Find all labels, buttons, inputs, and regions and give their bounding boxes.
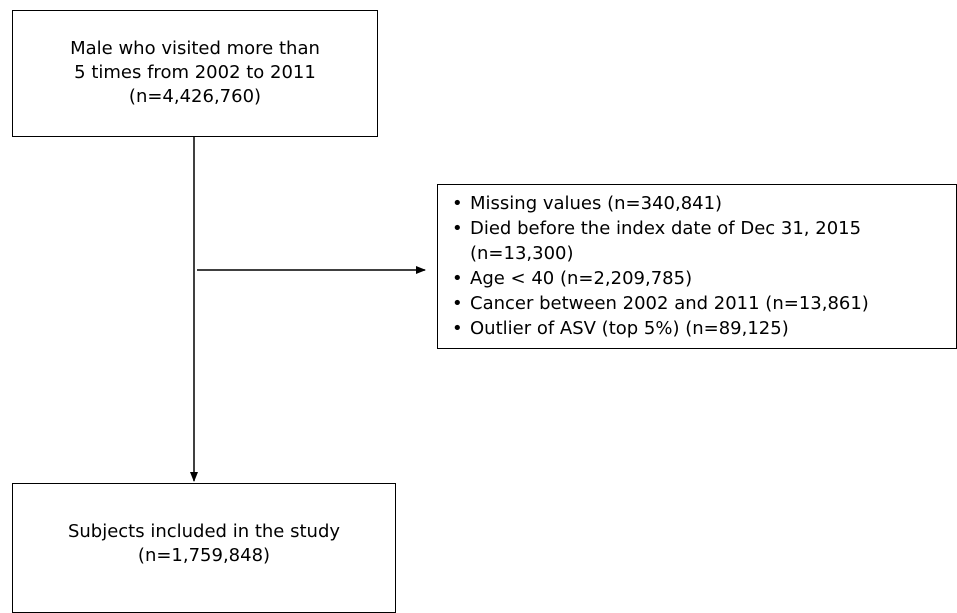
initial-population-line-2: 5 times from 2002 to 2011 <box>74 62 316 83</box>
exclusion-item-asv-outlier: • Outlier of ASV (top 5%) (n=89,125) <box>450 316 952 341</box>
bullet-icon: • <box>452 293 463 314</box>
exclusion-criteria-box: • Missing values (n=340,841) • Died befo… <box>437 184 957 349</box>
exclusion-item-text: Missing values (n=340,841) <box>470 193 723 214</box>
exclusion-item-missing-values: • Missing values (n=340,841) <box>450 191 952 216</box>
included-subjects-count: (n=1,759,848) <box>137 545 271 566</box>
exclusion-item-age: • Age < 40 (n=2,209,785) <box>450 266 952 291</box>
bullet-icon: • <box>452 193 463 214</box>
included-subjects-box: Subjects included in the study (n=1,759,… <box>12 483 396 613</box>
exclusion-item-text: Age < 40 (n=2,209,785) <box>470 268 693 289</box>
exclusion-item-text: Outlier of ASV (top 5%) (n=89,125) <box>470 318 789 339</box>
exclusion-item-cancer: • Cancer between 2002 and 2011 (n=13,861… <box>450 291 952 316</box>
initial-population-box: Male who visited more than 5 times from … <box>12 10 378 137</box>
included-subjects-label: Subjects included in the study <box>67 521 341 542</box>
exclusion-item-continuation: (n=13,300) <box>470 243 574 264</box>
bullet-icon: • <box>452 318 463 339</box>
exclusion-item-text: Died before the index date of Dec 31, 20… <box>470 218 862 239</box>
exclusion-item-text: Cancer between 2002 and 2011 (n=13,861) <box>470 293 869 314</box>
exclusion-item-died-before-index: • Died before the index date of Dec 31, … <box>450 216 952 266</box>
initial-population-count: (n=4,426,760) <box>128 86 262 107</box>
bullet-icon: • <box>452 218 463 239</box>
initial-population-line-1: Male who visited more than <box>70 38 320 59</box>
bullet-icon: • <box>452 268 463 289</box>
exclusion-criteria-list: • Missing values (n=340,841) • Died befo… <box>450 191 952 341</box>
